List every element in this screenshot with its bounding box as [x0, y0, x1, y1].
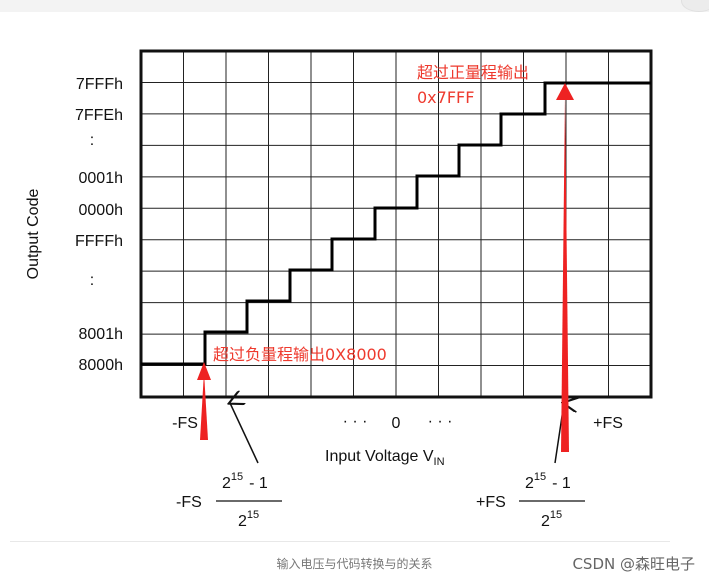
svg-text:-FS: -FS — [176, 494, 202, 511]
y-tick-0000: 0000h — [79, 202, 124, 219]
figure-caption: 输入电压与代码转换与的关系 — [276, 557, 433, 571]
plot-border — [139, 49, 653, 399]
y-tick-ellipsis-top: : — [90, 132, 94, 149]
watermark: CSDN @森旺电子 — [572, 555, 695, 573]
svg-text:215- 1: 215- 1 — [525, 471, 571, 492]
neg-overrange-red-arrow — [197, 362, 211, 440]
positive-overrange-note-line1: 超过正量程输出 — [417, 63, 529, 82]
grid — [141, 51, 651, 397]
right-formula: +FS 215- 1 215 — [476, 471, 585, 530]
adc-transfer-diagram: Output Code 7FFFh 7FFEh : 0001h 0000h FF… — [25, 49, 653, 530]
x-label-pos-fs: +FS — [593, 415, 623, 432]
neg-step-arrow — [230, 403, 259, 464]
y-tick-7fff: 7FFFh — [76, 76, 123, 93]
y-tick-7ffe: 7FFEh — [75, 107, 123, 124]
top-bar — [0, 0, 709, 12]
negative-overrange-note: 超过负量程输出0X8000 — [213, 345, 387, 364]
x-label-dots-right: · · · — [428, 413, 453, 430]
x-label-dots-left: · · · — [343, 413, 368, 430]
left-formula: -FS 215- 1 215 — [176, 471, 282, 530]
caption-separator — [10, 541, 670, 542]
x-label-neg-fs: -FS — [172, 415, 198, 432]
svg-text:215: 215 — [541, 509, 562, 530]
svg-text:215- 1: 215- 1 — [222, 471, 268, 492]
y-tick-ellipsis-bottom: : — [90, 272, 94, 289]
svg-text:215: 215 — [238, 509, 259, 530]
y-tick-0001: 0001h — [79, 170, 124, 187]
transfer-staircase — [141, 81, 651, 366]
y-axis-title: Output Code — [25, 189, 42, 280]
x-axis-title: Input Voltage VIN — [325, 448, 445, 468]
positive-overrange-note-line2: 0x7FFF — [417, 88, 474, 107]
svg-text:+FS: +FS — [476, 494, 506, 511]
pos-overrange-red-arrow — [556, 83, 574, 452]
y-tick-ffff: FFFFh — [75, 233, 123, 250]
x-label-zero: 0 — [392, 415, 401, 432]
y-tick-8000: 8000h — [79, 357, 124, 374]
y-tick-8001: 8001h — [79, 326, 124, 343]
